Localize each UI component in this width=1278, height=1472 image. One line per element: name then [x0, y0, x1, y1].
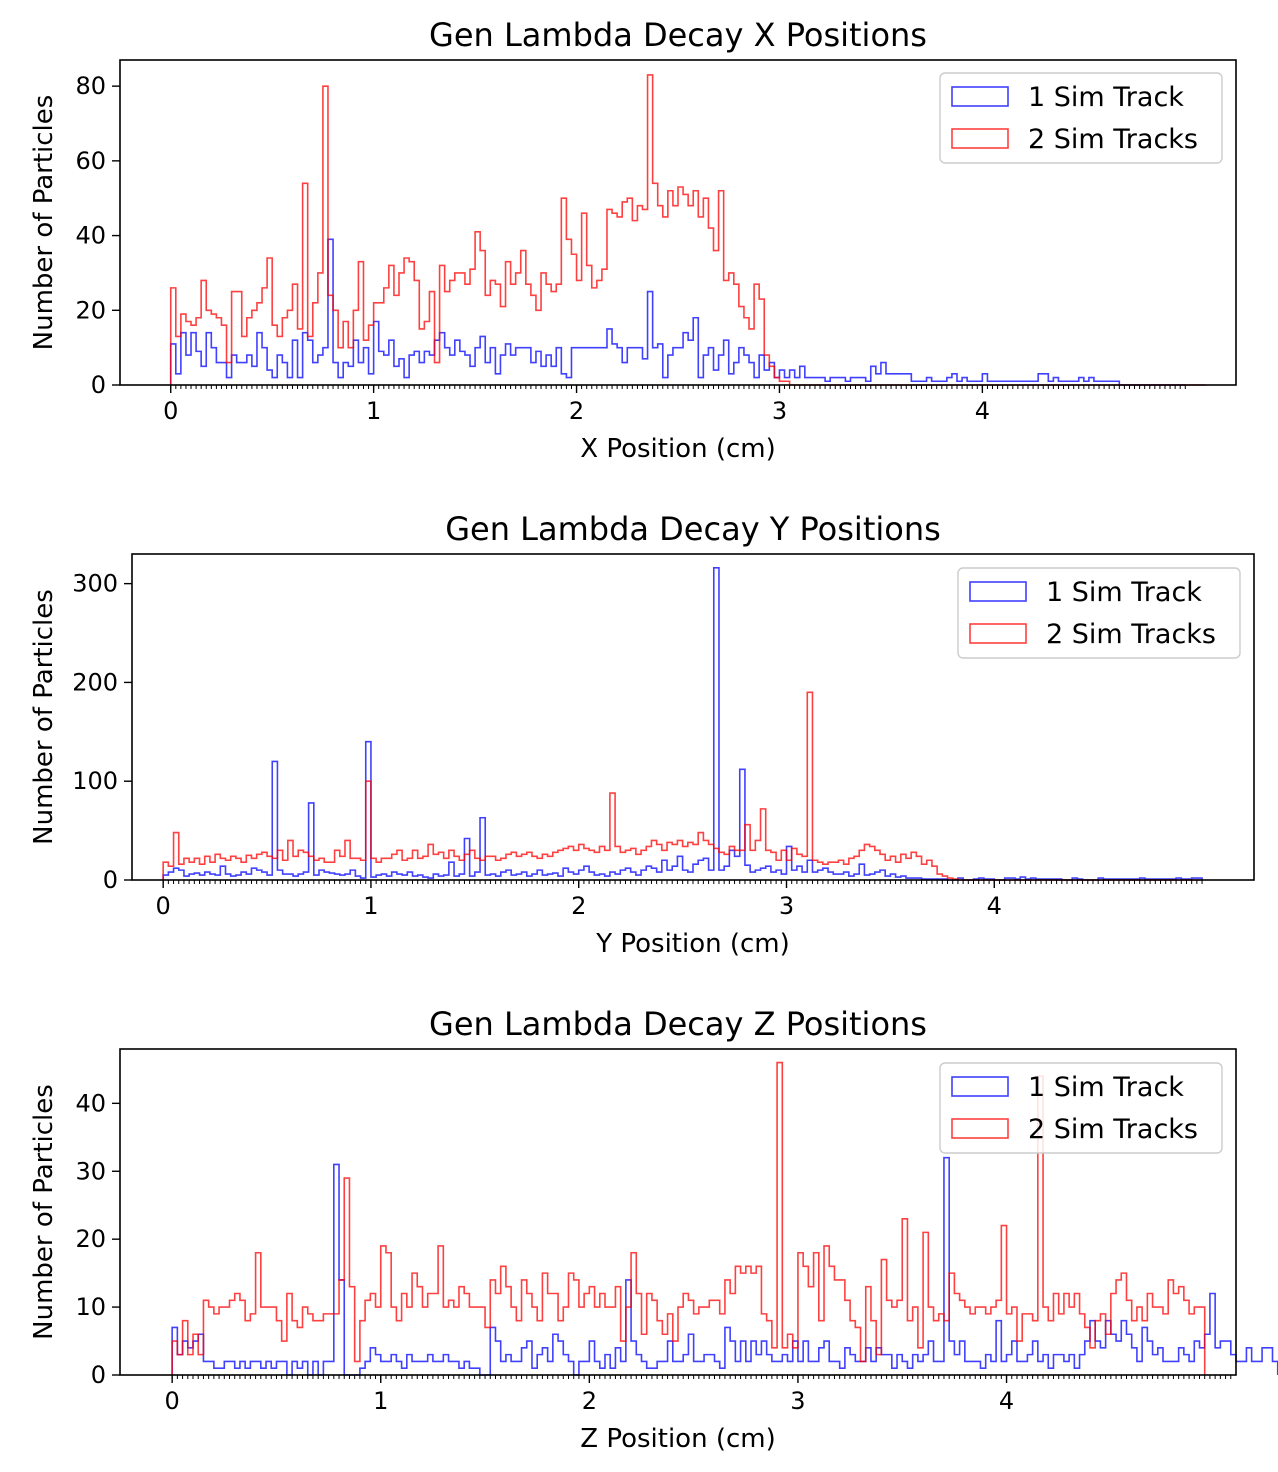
legend: 1 Sim Track 2 Sim Tracks [957, 567, 1241, 659]
x-tick-label: 3 [779, 892, 794, 920]
x-tick-label: 0 [165, 1387, 180, 1415]
legend-label: 2 Sim Tracks [1046, 619, 1216, 650]
y-tick-label: 100 [72, 767, 118, 795]
legend-swatch [951, 1076, 1009, 1097]
y-tick-label: 0 [91, 1361, 106, 1389]
y-axis-label: Number of Particles [29, 1084, 59, 1340]
y-tick-label: 0 [91, 371, 106, 399]
legend-label: 2 Sim Tracks [1028, 124, 1198, 155]
legend-label: 1 Sim Track [1028, 1072, 1184, 1103]
histogram-series-1 [169, 238, 1186, 386]
legend-swatch [969, 581, 1027, 602]
y-axis-label: Number of Particles [29, 95, 59, 351]
legend-swatch [951, 86, 1009, 107]
legend-swatch [969, 623, 1027, 644]
y-tick-label: 40 [75, 1089, 106, 1117]
x-tick-label: 2 [569, 397, 584, 425]
y-tick-label: 40 [75, 222, 106, 250]
legend-box [957, 567, 1241, 659]
histogram-series-2 [162, 691, 1203, 881]
y-tick-label: 300 [72, 570, 118, 598]
x-tick-label: 3 [790, 1387, 805, 1415]
y-tick-label: 30 [75, 1157, 106, 1185]
legend-label: 1 Sim Track [1046, 577, 1202, 608]
chart-title: Gen Lambda Decay X Positions [429, 16, 927, 54]
chart-panel-2: Gen Lambda Decay Y Positions 0 1 2 3 4 0 100 200… [29, 510, 1255, 959]
legend-label: 2 Sim Tracks [1028, 1114, 1198, 1145]
legend-box [939, 1062, 1223, 1154]
y-tick-label: 200 [72, 668, 118, 696]
x-tick-label: 4 [987, 892, 1002, 920]
legend-label: 1 Sim Track [1028, 82, 1184, 113]
x-tick-label: 2 [571, 892, 586, 920]
legend-box [939, 72, 1223, 164]
legend: 1 Sim Track 2 Sim Tracks [939, 72, 1223, 164]
x-axis-label: Z Position (cm) [580, 1424, 775, 1454]
y-tick-label: 0 [103, 866, 118, 894]
x-tick-label: 0 [163, 397, 178, 425]
histogram-series-1 [162, 567, 1203, 881]
legend-swatch [951, 128, 1009, 149]
y-tick-label: 10 [75, 1293, 106, 1321]
x-axis-label: X Position (cm) [580, 434, 775, 464]
x-tick-label: 0 [156, 892, 171, 920]
y-tick-label: 20 [75, 1225, 106, 1253]
x-tick-label: 1 [366, 397, 381, 425]
y-tick-label: 60 [75, 147, 106, 175]
chart-title: Gen Lambda Decay Y Positions [445, 510, 941, 548]
histogram-series-1 [171, 1156, 1278, 1376]
x-tick-label: 4 [999, 1387, 1014, 1415]
y-tick-label: 20 [75, 296, 106, 324]
x-tick-label: 3 [772, 397, 787, 425]
legend: 1 Sim Track 2 Sim Tracks [939, 1062, 1223, 1154]
x-tick-label: 1 [373, 1387, 388, 1415]
legend-swatch [951, 1118, 1009, 1139]
x-axis-label: Y Position (cm) [595, 929, 790, 959]
x-tick-label: 4 [975, 397, 990, 425]
x-tick-label: 1 [363, 892, 378, 920]
chart-title: Gen Lambda Decay Z Positions [429, 1005, 927, 1043]
x-tick-label: 2 [582, 1387, 597, 1415]
histogram-series-2 [171, 1061, 1206, 1375]
y-tick-label: 80 [75, 72, 106, 100]
y-axis-label: Number of Particles [29, 589, 59, 845]
